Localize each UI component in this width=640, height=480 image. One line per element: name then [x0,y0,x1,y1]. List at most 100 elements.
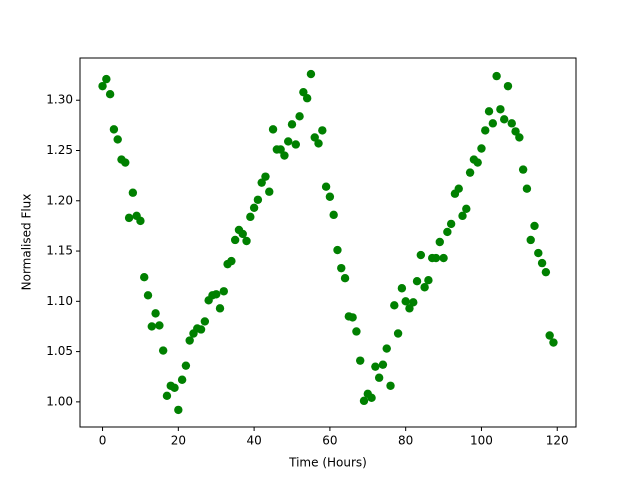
point [287,120,297,129]
point [420,283,429,292]
point [109,125,119,134]
point [128,188,138,197]
y-tick-label: 1.05 [46,344,73,358]
point [337,263,346,273]
point [526,235,535,245]
point [481,126,490,135]
point [416,250,426,260]
x-tick-label: 100 [470,434,493,448]
point [374,373,384,382]
point [295,112,304,121]
point [503,81,513,91]
point [359,396,369,406]
point [386,381,395,390]
point [462,204,471,214]
point [162,391,172,401]
point [177,375,187,384]
point [310,133,319,142]
point [121,158,130,167]
point [230,235,240,245]
point [181,361,191,370]
point [249,203,259,213]
point [174,405,183,415]
point [102,74,111,84]
point [155,321,164,330]
point [367,393,376,403]
x-tick-label: 80 [398,434,413,448]
x-tick-label: 0 [99,434,107,448]
point [484,107,494,116]
point [299,87,308,97]
y-tick-label: 1.00 [46,394,73,408]
point [488,119,498,128]
point [147,322,157,331]
point [257,178,266,187]
point [424,276,433,285]
point [390,301,399,310]
x-tick-label: 60 [322,434,337,448]
point [276,145,285,154]
point [431,253,441,263]
point [511,127,520,136]
point [446,219,456,229]
point [454,184,463,193]
x-axis-label: Time (Hours) [288,456,367,470]
point [329,210,338,220]
point [545,331,554,340]
point [318,126,327,135]
point [405,304,414,313]
point [212,290,221,299]
point [522,184,532,193]
point [302,94,312,103]
y-axis-label: Normalised Flux [20,194,34,291]
point [105,89,115,99]
point [356,356,365,365]
point [268,125,278,134]
y-tick-label: 1.15 [46,244,73,258]
point [333,245,342,255]
point [246,212,255,222]
y-tick-label: 1.25 [46,143,73,157]
point [340,273,350,283]
point [242,236,251,246]
point [397,284,407,293]
point [412,277,422,286]
point [348,313,357,322]
point [371,362,380,371]
x-tick-label: 20 [171,434,186,448]
point [401,297,410,306]
point [465,168,475,177]
point [541,267,551,277]
point [473,158,482,167]
point [382,344,391,353]
point [477,144,486,153]
point [530,221,539,231]
point [534,248,543,258]
point [185,336,194,345]
point [253,195,263,204]
point [265,187,274,196]
point [200,317,210,326]
point [124,213,134,223]
point [549,338,558,347]
point [291,140,300,149]
point [507,119,516,128]
plot-frame [79,57,577,428]
x-tick-label: 40 [246,434,261,448]
point [113,135,122,144]
point [136,216,145,226]
point [352,327,361,336]
point [170,383,179,392]
point [492,71,501,81]
point [325,192,335,201]
point [280,151,289,160]
point [158,346,168,355]
point [143,291,153,300]
x-tick-label: 120 [546,434,569,448]
point [393,329,403,338]
point [196,325,206,334]
point [499,115,509,124]
point [496,105,505,114]
point [458,211,467,221]
